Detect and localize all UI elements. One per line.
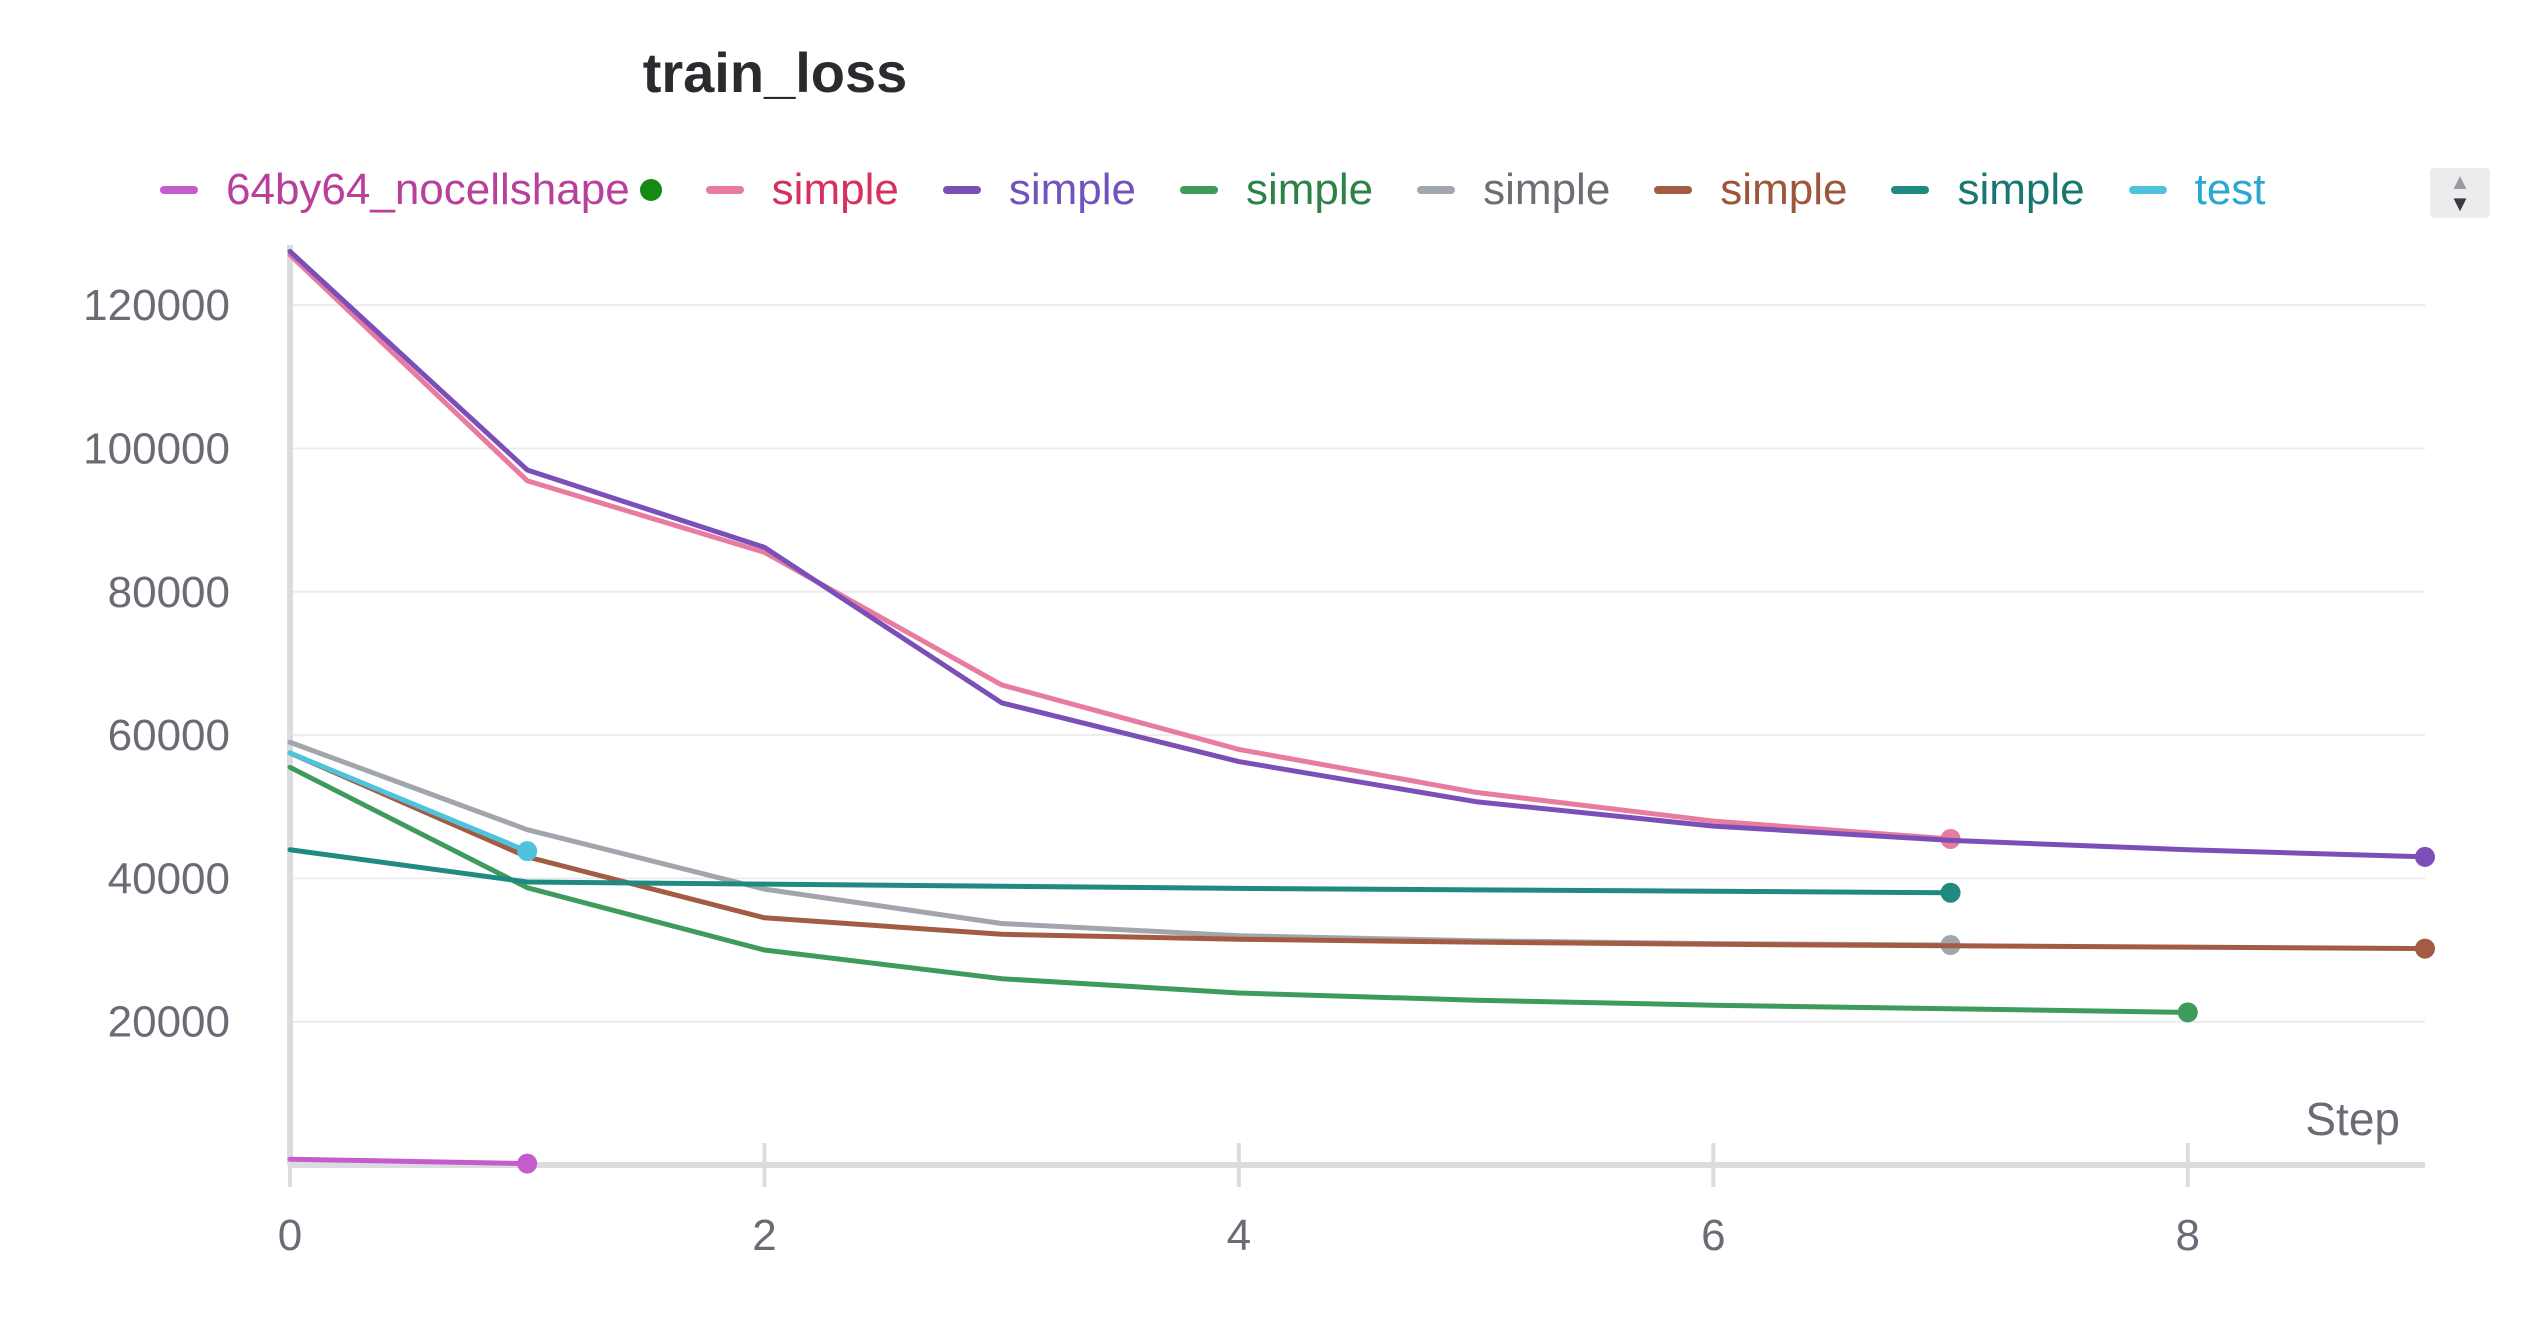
legend-label: simple [1720,165,1848,214]
x-tick-label: 4 [1227,1211,1251,1260]
y-tick-label: 80000 [108,568,230,617]
legend-swatch [1891,186,1930,194]
series-end-marker [517,841,538,862]
legend-item[interactable]: simple [942,165,1136,215]
x-tick-label: 0 [278,1211,302,1260]
y-tick-label: 120000 [83,281,230,330]
series-line [287,750,530,854]
legend-item[interactable]: simple [1179,165,1374,215]
legend-swatch [1654,186,1693,194]
series-end-marker [517,1153,538,1174]
y-tick-label: 40000 [108,854,230,903]
series-line [287,847,1954,896]
legend-label: simple [1483,165,1611,214]
series-line [287,739,1954,948]
series-line [287,764,2191,1015]
x-tick-label: 6 [1701,1211,1725,1260]
legend-swatch [2128,186,2167,194]
legend-scroll-button[interactable]: ▲ ▼ [2430,168,2490,218]
series-line [287,248,2428,860]
legend-label: simple [1957,165,2085,214]
legend-item[interactable]: simple [1417,165,1610,215]
chevron-down-icon: ▼ [2449,191,2471,216]
series-end-marker [2415,846,2435,867]
x-axis-label: Step [2305,1093,2400,1145]
legend-item[interactable]: simple [705,165,899,215]
series-end-marker [1940,882,1961,903]
series-end-marker [2415,938,2435,959]
legend-label: simple [1245,165,1374,214]
legend-label: test [2194,165,2266,214]
legend-label: simple [1008,165,1136,214]
legend-swatch [1179,186,1218,194]
legend-label: 64by64_nocellshape [226,165,630,214]
legend-swatch [160,186,198,194]
legend-item[interactable]: simple [1891,165,2085,215]
legend-swatch [1417,186,1456,194]
series-end-marker [2177,1002,2198,1023]
chevron-up-icon: ▲ [2449,169,2471,194]
x-tick-label: 2 [752,1211,776,1260]
legend: 64by64_nocellshape simple simple simple simp… [160,160,2310,220]
y-tick-label: 20000 [108,998,230,1047]
legend-swatch [942,186,981,194]
chart-title: train_loss [642,41,908,104]
legend-item[interactable]: test [2128,165,2266,215]
series-lines [287,248,2435,1174]
series-line [287,750,2428,952]
legend-item[interactable]: simple [1654,165,1847,215]
axes: Step 20000 40000 60000 80000 100000 120000 0 2 4… [83,245,2425,1260]
series-line [287,252,1954,842]
run-status-dot [639,179,662,201]
grid [290,304,2425,1023]
y-tick-label: 100000 [83,424,230,473]
x-tick-label: 8 [2176,1211,2200,1260]
legend-label: simple [771,165,899,214]
legend-swatch [705,186,744,194]
series-line [287,1156,530,1167]
legend-item[interactable]: 64by64_nocellshape [160,165,662,215]
y-tick-label: 60000 [108,711,230,760]
